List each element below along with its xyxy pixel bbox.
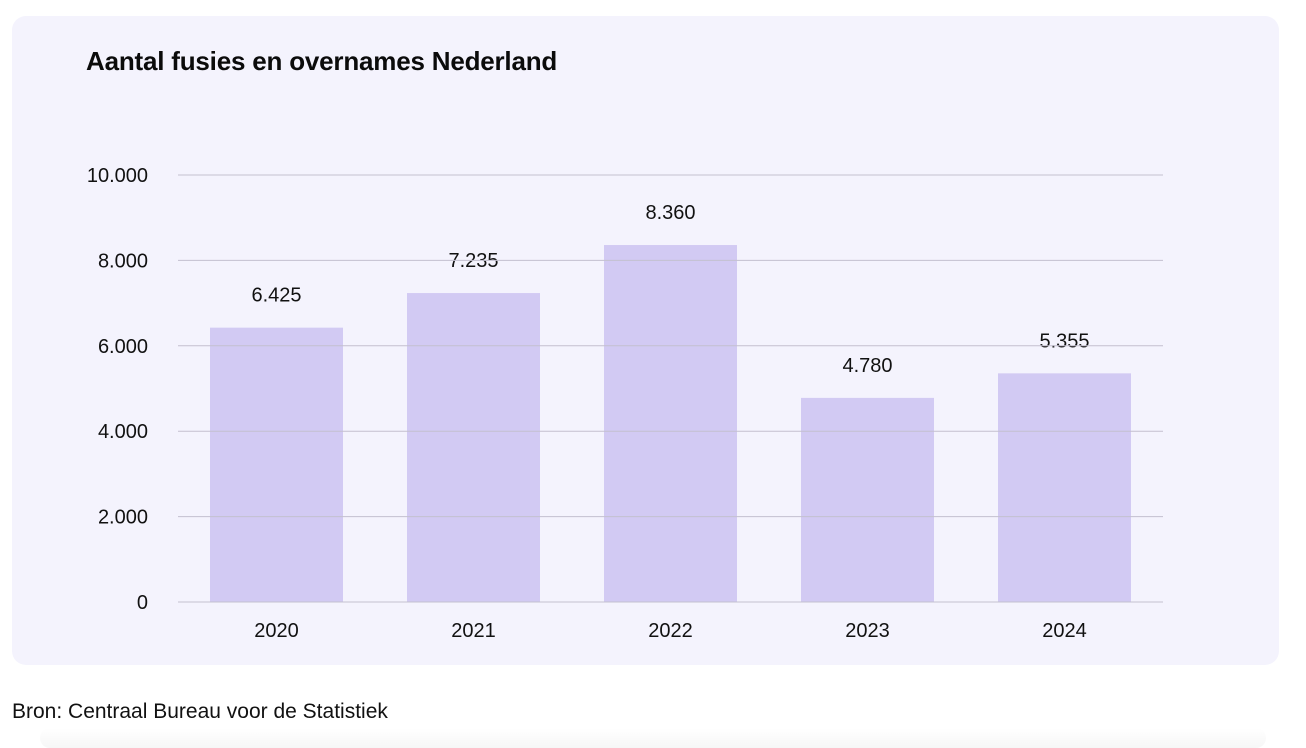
x-tick-label: 2022	[648, 620, 693, 642]
y-tick-label: 8.000	[98, 250, 148, 272]
y-tick-label: 6.000	[98, 336, 148, 358]
chart-card: Aantal fusies en overnames Nederland 0 2.…	[12, 16, 1279, 665]
bottom-shadow	[40, 728, 1266, 748]
bar-value-label: 8.360	[645, 202, 695, 224]
bar	[998, 373, 1131, 602]
y-tick-label: 2.000	[98, 507, 148, 529]
bar-value-label: 5.355	[1039, 330, 1089, 352]
source-note: Bron: Centraal Bureau voor de Statistiek	[12, 700, 388, 723]
bar-value-label: 6.425	[251, 285, 301, 307]
bar	[407, 293, 540, 602]
bar-value-label: 4.780	[842, 355, 892, 377]
y-tick-label: 4.000	[98, 421, 148, 443]
bar	[210, 327, 343, 602]
bar-chart: 0 2.000 4.000 6.000 8.000 10.000 6.425 2020 7.23…	[87, 165, 1163, 642]
x-tick-label: 2024	[1042, 620, 1087, 642]
bar	[801, 397, 934, 602]
y-tick-label: 0	[137, 592, 148, 614]
bar	[604, 245, 737, 602]
chart-title: Aantal fusies en overnames Nederland	[86, 46, 558, 76]
bar-value-label: 7.235	[448, 250, 498, 272]
x-tick-label: 2023	[845, 620, 890, 642]
x-tick-label: 2020	[254, 620, 299, 642]
x-tick-label: 2021	[451, 620, 496, 642]
y-tick-label: 10.000	[87, 165, 148, 187]
